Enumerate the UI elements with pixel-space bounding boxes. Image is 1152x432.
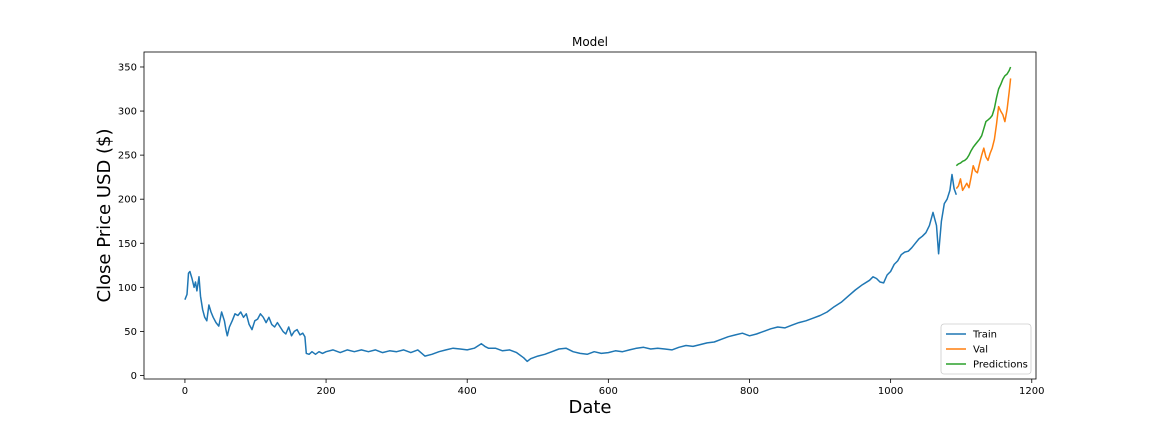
x-tick-label-0: 0	[182, 386, 188, 397]
legend-box	[940, 323, 1032, 375]
series-layer	[184, 66, 1012, 363]
legend: Train Val Predictions	[940, 323, 1032, 375]
x-tick-label-4: 800	[740, 386, 759, 397]
y-tick-label-2: 100	[118, 283, 137, 294]
x-tick-label-1: 200	[317, 386, 336, 397]
x-axis: 0 200 400 600 800 1000 1200	[182, 379, 1044, 397]
y-tick-label-7: 350	[118, 62, 137, 73]
series-line-1	[955, 78, 1012, 192]
legend-label-1: Val	[973, 345, 988, 356]
x-tick-label-2: 400	[458, 386, 477, 397]
x-tick-label-5: 1000	[878, 386, 903, 397]
legend-label-0: Train	[972, 330, 997, 341]
series-line-0	[184, 173, 958, 363]
y-tick-label-0: 0	[131, 371, 137, 382]
y-tick-label-6: 300	[118, 107, 137, 118]
y-axis: 0 50 100 150 200 250 300 350	[118, 62, 144, 382]
y-tick-label-5: 250	[118, 151, 137, 162]
y-tick-label-1: 50	[124, 327, 137, 338]
y-tick-label-4: 200	[118, 195, 137, 206]
chart-title: Model	[572, 35, 608, 49]
legend-label-2: Predictions	[973, 360, 1028, 371]
y-axis-title: Close Price USD ($)	[94, 128, 115, 302]
x-tick-label-3: 600	[599, 386, 618, 397]
y-tick-label-3: 150	[118, 239, 137, 250]
plot-frame	[143, 51, 1037, 380]
series-line-2	[955, 66, 1012, 167]
x-axis-title: Date	[568, 397, 611, 418]
x-tick-label-6: 1200	[1019, 386, 1044, 397]
